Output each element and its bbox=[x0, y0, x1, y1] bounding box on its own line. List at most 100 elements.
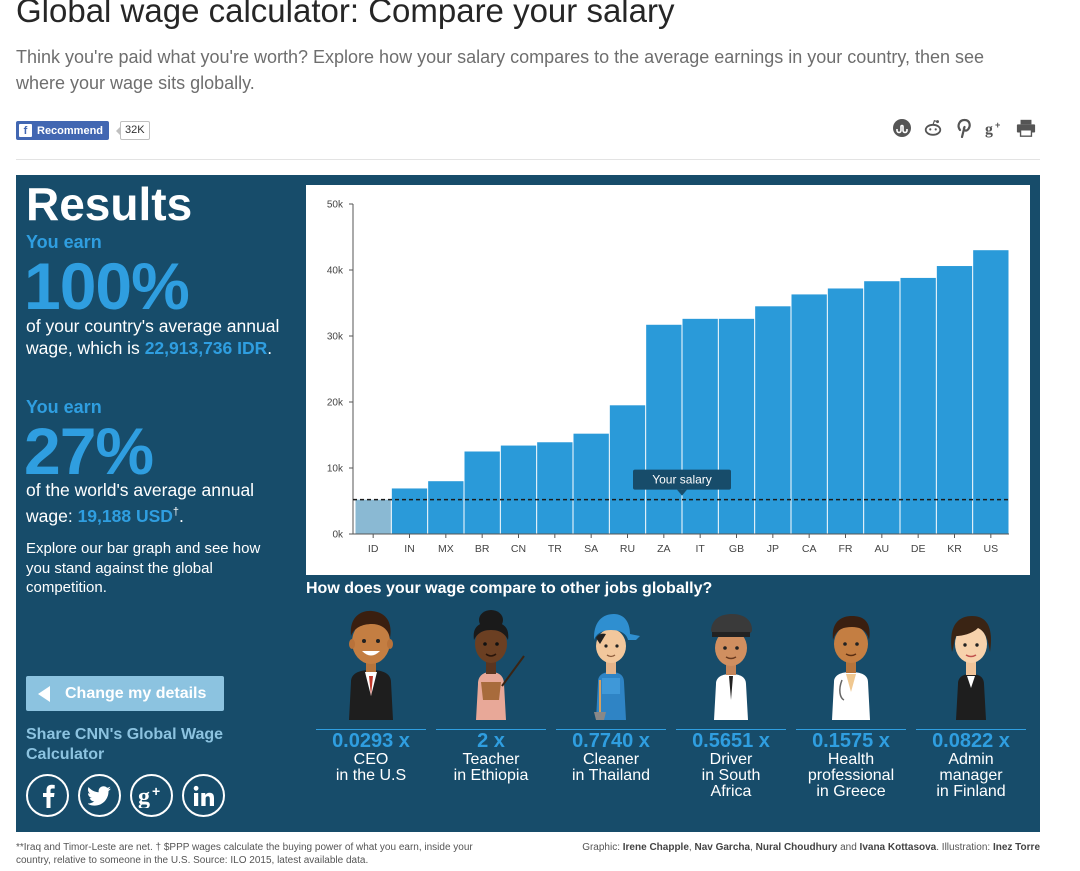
job-multiplier: 0.5651 x bbox=[692, 730, 770, 752]
credits: Graphic: Irene Chapple, Nav Garcha, Nura… bbox=[530, 841, 1040, 854]
compare-title: How does your wage compare to other jobs… bbox=[306, 580, 713, 597]
stumbleupon-icon[interactable] bbox=[892, 118, 912, 138]
credit-name: Nav Garcha bbox=[694, 842, 751, 853]
y-tick-label: 10k bbox=[327, 464, 344, 475]
credits-sep: , bbox=[750, 842, 756, 853]
y-tick-label: 20k bbox=[327, 398, 344, 409]
y-tick-label: 0k bbox=[332, 530, 344, 541]
pinterest-icon[interactable] bbox=[954, 118, 974, 138]
print-icon[interactable] bbox=[1016, 118, 1036, 138]
bar bbox=[900, 277, 936, 534]
bar bbox=[973, 250, 1009, 534]
job-label: CEO in the U.S bbox=[335, 751, 407, 784]
back-arrow-icon bbox=[38, 685, 50, 702]
job-divider bbox=[916, 729, 1026, 730]
dagger-mark: † bbox=[172, 506, 180, 518]
ceo-figure-icon bbox=[349, 610, 393, 720]
google-plus-icon[interactable]: g + bbox=[985, 118, 1005, 138]
world-percent: 27% bbox=[24, 414, 154, 488]
chart-svg: 0k 10k 20k 30k 40k 50k ID IN MX BR CN TR SA RU ZA IT GB J… bbox=[327, 200, 1009, 555]
x-tick-label: DE bbox=[911, 543, 926, 555]
job-multiplier: 2 x bbox=[477, 730, 505, 752]
credits-sep: and bbox=[837, 842, 860, 853]
x-tick-label: AU bbox=[875, 543, 890, 555]
facebook-icon[interactable] bbox=[26, 774, 69, 817]
twitter-icon[interactable] bbox=[78, 774, 121, 817]
country-description: of your country's average annual wage, w… bbox=[26, 315, 288, 359]
svg-text:+: + bbox=[995, 120, 1000, 130]
footnote: **Iraq and Timor-Leste are net. † $PPP w… bbox=[16, 842, 473, 866]
change-details-button[interactable]: Change my details bbox=[26, 676, 224, 711]
x-tick-label: CN bbox=[511, 543, 526, 555]
y-tick-label: 30k bbox=[327, 332, 344, 343]
bar bbox=[609, 405, 646, 534]
linkedin-icon[interactable] bbox=[182, 774, 225, 817]
bar bbox=[791, 294, 827, 534]
job-multiplier: 0.0822 x bbox=[932, 730, 1010, 752]
facebook-icon: f bbox=[19, 124, 32, 137]
country-text: of your country's average annual wage, w… bbox=[26, 316, 280, 358]
bar bbox=[864, 281, 900, 534]
bar bbox=[355, 499, 391, 534]
your-salary-label: Your salary bbox=[652, 473, 712, 487]
job-label: Driver in South Africa bbox=[701, 751, 761, 800]
doctor-figure-icon bbox=[832, 616, 870, 720]
y-tick-label: 40k bbox=[327, 266, 344, 277]
change-details-label: Change my details bbox=[65, 684, 207, 702]
x-tick-label: FR bbox=[839, 543, 853, 555]
credit-name: Ivana Kottasova bbox=[859, 842, 937, 853]
recommend-label: Recommend bbox=[37, 124, 104, 137]
bar bbox=[573, 433, 609, 534]
country-you-earn: You earn bbox=[26, 232, 102, 252]
results-panel: Results You earn 100% of your country's … bbox=[16, 175, 1040, 832]
credit-name: Nural Choudhury bbox=[755, 842, 838, 853]
country-percent: 100% bbox=[24, 249, 190, 323]
x-tick-label: US bbox=[984, 543, 999, 555]
job-divider bbox=[796, 729, 906, 730]
bar bbox=[537, 442, 573, 534]
bar bbox=[755, 306, 791, 534]
results-title: Results bbox=[26, 178, 193, 230]
world-text: of the world's average annual wage: bbox=[26, 480, 255, 526]
job-label: Health professional in Greece bbox=[807, 751, 895, 800]
page-subtitle: Think you're paid what you're worth? Exp… bbox=[16, 47, 985, 93]
job-divider bbox=[316, 729, 426, 730]
your-salary-pointer bbox=[677, 489, 687, 496]
bar bbox=[646, 324, 682, 534]
country-suffix: . bbox=[267, 338, 273, 358]
credits-sep: . Illustration: bbox=[936, 842, 993, 853]
reddit-icon[interactable] bbox=[923, 118, 943, 138]
y-tick-label: 50k bbox=[327, 200, 344, 211]
bar bbox=[718, 318, 755, 534]
bar bbox=[827, 288, 864, 534]
job-label: Cleaner in Thailand bbox=[572, 751, 650, 784]
bar bbox=[391, 488, 428, 534]
x-tick-label: BR bbox=[475, 543, 490, 555]
world-description: of the world's average annual wage: 19,1… bbox=[26, 479, 288, 527]
svg-text:+: + bbox=[152, 784, 160, 799]
social-share-buttons: g + bbox=[26, 774, 225, 817]
world-you-earn: You earn bbox=[26, 397, 102, 417]
x-tick-label: IN bbox=[404, 543, 415, 555]
cleaner-figure-icon bbox=[594, 614, 640, 720]
credit-name: Irene Chapple bbox=[622, 842, 689, 853]
x-tick-label: KR bbox=[947, 543, 962, 555]
x-tick-label: GB bbox=[729, 543, 744, 555]
world-suffix: . bbox=[179, 505, 184, 526]
world-amount: 19,188 USD bbox=[77, 505, 173, 526]
svg-text:g: g bbox=[985, 121, 993, 138]
share-cnn-label: Share CNN's Global Wage Calculator bbox=[26, 726, 224, 763]
your-salary-label-box bbox=[633, 469, 731, 490]
admin-figure-icon bbox=[951, 616, 992, 720]
job-multiplier: 0.0293 x bbox=[332, 730, 410, 752]
job-multiplier: 0.1575 x bbox=[812, 730, 890, 752]
x-tick-label: TR bbox=[548, 543, 562, 555]
credits-prefix: Graphic: bbox=[582, 842, 623, 853]
job-divider bbox=[556, 729, 666, 730]
facebook-recommend-button[interactable]: f Recommend bbox=[16, 121, 110, 140]
google-plus-icon[interactable]: g + bbox=[130, 774, 173, 817]
page-title: Global wage calculator: Compare your sal… bbox=[16, 0, 675, 29]
svg-text:g: g bbox=[138, 784, 150, 808]
teacher-figure-icon bbox=[473, 610, 525, 720]
job-divider bbox=[676, 729, 786, 730]
